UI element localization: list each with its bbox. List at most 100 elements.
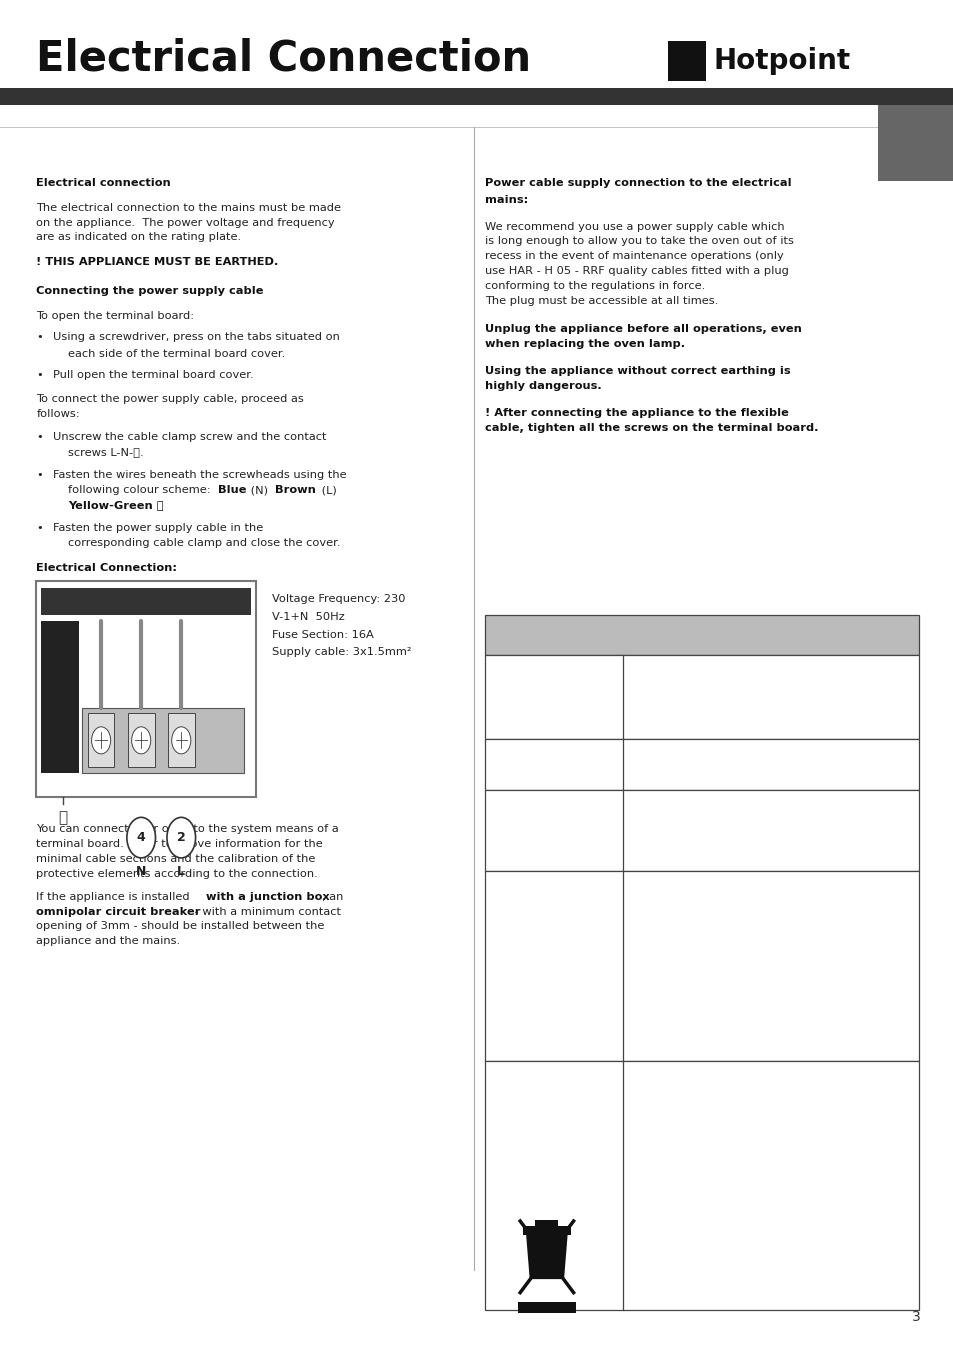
Text: V-1+N  50Hz: V-1+N 50Hz bbox=[272, 612, 344, 621]
Text: To open the terminal board:: To open the terminal board: bbox=[36, 311, 194, 320]
Text: mains:: mains: bbox=[484, 195, 527, 204]
Text: Fasten the wires beneath the screwheads using the: Fasten the wires beneath the screwheads … bbox=[53, 470, 347, 480]
Text: •: • bbox=[36, 470, 43, 480]
Text: •: • bbox=[36, 432, 43, 442]
Text: screws L-N-⏚.: screws L-N-⏚. bbox=[68, 447, 143, 457]
Text: ! THIS APPLIANCE MUST BE EARTHED.: ! THIS APPLIANCE MUST BE EARTHED. bbox=[36, 257, 278, 266]
Polygon shape bbox=[525, 1232, 567, 1279]
Text: This appliance conforms to the
following European Economic
Community directives:: This appliance conforms to the following… bbox=[632, 1069, 821, 1238]
Text: You can connect your oven to the system means of a: You can connect your oven to the system … bbox=[36, 824, 338, 834]
Text: following colour scheme:: following colour scheme: bbox=[68, 485, 213, 494]
Text: highly dangerous.: highly dangerous. bbox=[484, 381, 600, 390]
Circle shape bbox=[91, 727, 111, 754]
Bar bbox=[535, 1220, 558, 1229]
Bar bbox=[168, 713, 194, 767]
Text: Yellow-Green ⏚: Yellow-Green ⏚ bbox=[68, 500, 163, 509]
Text: Directive 2002/40/EC on the label
of electric ovens.
Standard EN 50304

Declared: Directive 2002/40/EC on the label of ele… bbox=[632, 880, 809, 975]
Bar bbox=[517, 1302, 575, 1313]
Text: voltage: 230-240V – 50Hz
maximum power absorbed
2250W-2400W: voltage: 230-240V – 50Hz maximum power a… bbox=[632, 798, 772, 838]
Text: DATA PLATE: DATA PLATE bbox=[492, 628, 571, 642]
Bar bbox=[41, 588, 251, 615]
Text: 4: 4 bbox=[136, 831, 146, 844]
Text: (N): (N) bbox=[247, 485, 272, 494]
Text: L: L bbox=[177, 865, 185, 878]
Bar bbox=[484, 615, 918, 655]
Text: when replacing the oven lamp.: when replacing the oven lamp. bbox=[484, 339, 684, 349]
Bar bbox=[484, 739, 918, 790]
Text: Blue: Blue bbox=[218, 485, 247, 494]
Text: recess in the event of maintenance operations (only: recess in the event of maintenance opera… bbox=[484, 251, 782, 261]
Bar bbox=[82, 708, 244, 773]
Text: Power cable supply connection to the electrical: Power cable supply connection to the ele… bbox=[484, 178, 790, 188]
Text: Connecting the power supply cable: Connecting the power supply cable bbox=[36, 286, 263, 296]
Text: each side of the terminal board cover.: each side of the terminal board cover. bbox=[68, 349, 285, 358]
Text: appliance and the mains.: appliance and the mains. bbox=[36, 936, 180, 946]
Bar bbox=[522, 1227, 570, 1235]
Text: Hotpoint: Hotpoint bbox=[713, 47, 850, 74]
Text: Electrical Connection: Electrical Connection bbox=[36, 38, 531, 80]
Text: N: N bbox=[136, 865, 146, 878]
Bar bbox=[484, 655, 918, 739]
Bar bbox=[484, 790, 918, 871]
Text: Volume: Volume bbox=[492, 759, 537, 770]
Text: conforming to the regulations in force.: conforming to the regulations in force. bbox=[484, 281, 704, 290]
Text: To connect the power supply cable, proceed as: To connect the power supply cable, proce… bbox=[36, 394, 304, 404]
Text: follows:: follows: bbox=[36, 409, 80, 419]
Text: We recommend you use a power supply cable which: We recommend you use a power supply cabl… bbox=[484, 222, 783, 231]
Text: use HAR - H 05 - RRF quality cables fitted with a plug: use HAR - H 05 - RRF quality cables fitt… bbox=[484, 266, 788, 276]
Text: The electrical connection to the mains must be made: The electrical connection to the mains m… bbox=[36, 203, 341, 212]
Text: are as indicated on the rating plate.: are as indicated on the rating plate. bbox=[36, 232, 241, 242]
Text: width cm 43.5
height cm 32
depth cm 40: width cm 43.5 height cm 32 depth cm 40 bbox=[632, 663, 706, 703]
Text: Unscrew the cable clamp screw and the contact: Unscrew the cable clamp screw and the co… bbox=[53, 432, 327, 442]
Text: , an: , an bbox=[322, 892, 343, 901]
Text: Pull open the terminal board cover.: Pull open the terminal board cover. bbox=[53, 370, 253, 380]
Circle shape bbox=[172, 727, 191, 754]
Text: The plug must be accessible at all times.: The plug must be accessible at all times… bbox=[484, 296, 717, 305]
Circle shape bbox=[167, 817, 195, 858]
Text: Electrical Connection:: Electrical Connection: bbox=[36, 563, 177, 573]
Text: Dimensions: Dimensions bbox=[492, 692, 562, 703]
Text: cable, tighten all the screws on the terminal board.: cable, tighten all the screws on the ter… bbox=[484, 423, 818, 432]
Bar bbox=[128, 713, 154, 767]
Text: Using the appliance without correct earthing is: Using the appliance without correct eart… bbox=[484, 366, 789, 376]
Text: •: • bbox=[36, 523, 43, 532]
Text: ENERGY LABEL: ENERGY LABEL bbox=[492, 961, 581, 971]
Bar bbox=[0, 88, 953, 105]
Circle shape bbox=[132, 727, 151, 754]
Text: corresponding cable clamp and close the cover.: corresponding cable clamp and close the … bbox=[68, 538, 340, 547]
Bar bbox=[41, 621, 79, 773]
Text: omnipolar circuit breaker: omnipolar circuit breaker bbox=[36, 907, 200, 916]
Text: Supply cable: 3x1.5mm²: Supply cable: 3x1.5mm² bbox=[272, 647, 411, 657]
Bar bbox=[667, 41, 705, 81]
Text: Unplug the appliance before all operations, even: Unplug the appliance before all operatio… bbox=[484, 324, 801, 334]
Text: 3: 3 bbox=[911, 1310, 920, 1324]
Text: 2: 2 bbox=[176, 831, 186, 844]
Text: C E: C E bbox=[518, 1113, 574, 1147]
Bar bbox=[484, 1061, 918, 1310]
Text: Electrical connection: Electrical connection bbox=[36, 178, 171, 188]
Text: ⏚: ⏚ bbox=[58, 811, 68, 825]
Text: opening of 3mm - should be installed between the: opening of 3mm - should be installed bet… bbox=[36, 921, 324, 931]
Bar bbox=[88, 713, 114, 767]
Circle shape bbox=[127, 817, 155, 858]
Text: Electrical
connections: Electrical connections bbox=[492, 820, 565, 842]
Text: minimal cable sections and the calibration of the: minimal cable sections and the calibrati… bbox=[36, 854, 315, 863]
Text: on the appliance.  The power voltage and frequency: on the appliance. The power voltage and … bbox=[36, 218, 335, 227]
Text: Fuse Section: 16A: Fuse Section: 16A bbox=[272, 630, 374, 639]
Text: •: • bbox=[36, 370, 43, 380]
Text: Fasten the power supply cable in the: Fasten the power supply cable in the bbox=[53, 523, 263, 532]
Text: - with a minimum contact: - with a minimum contact bbox=[191, 907, 340, 916]
Text: lt. 56: lt. 56 bbox=[632, 747, 659, 757]
Text: Brown: Brown bbox=[274, 485, 315, 494]
Text: protective elements according to the connection.: protective elements according to the con… bbox=[36, 869, 317, 878]
Text: GB: GB bbox=[905, 136, 924, 150]
Text: with a junction box: with a junction box bbox=[206, 892, 330, 901]
Text: is long enough to allow you to take the oven out of its: is long enough to allow you to take the … bbox=[484, 236, 793, 246]
Bar bbox=[877, 105, 953, 181]
Text: Voltage Frequency: 230: Voltage Frequency: 230 bbox=[272, 594, 405, 604]
Text: Using a screwdriver, press on the tabs situated on: Using a screwdriver, press on the tabs s… bbox=[53, 332, 340, 342]
Text: (L): (L) bbox=[317, 485, 336, 494]
Text: •: • bbox=[36, 332, 43, 342]
Text: terminal board. Refer to above information for the: terminal board. Refer to above informati… bbox=[36, 839, 323, 848]
Text: If the appliance is installed: If the appliance is installed bbox=[36, 892, 193, 901]
